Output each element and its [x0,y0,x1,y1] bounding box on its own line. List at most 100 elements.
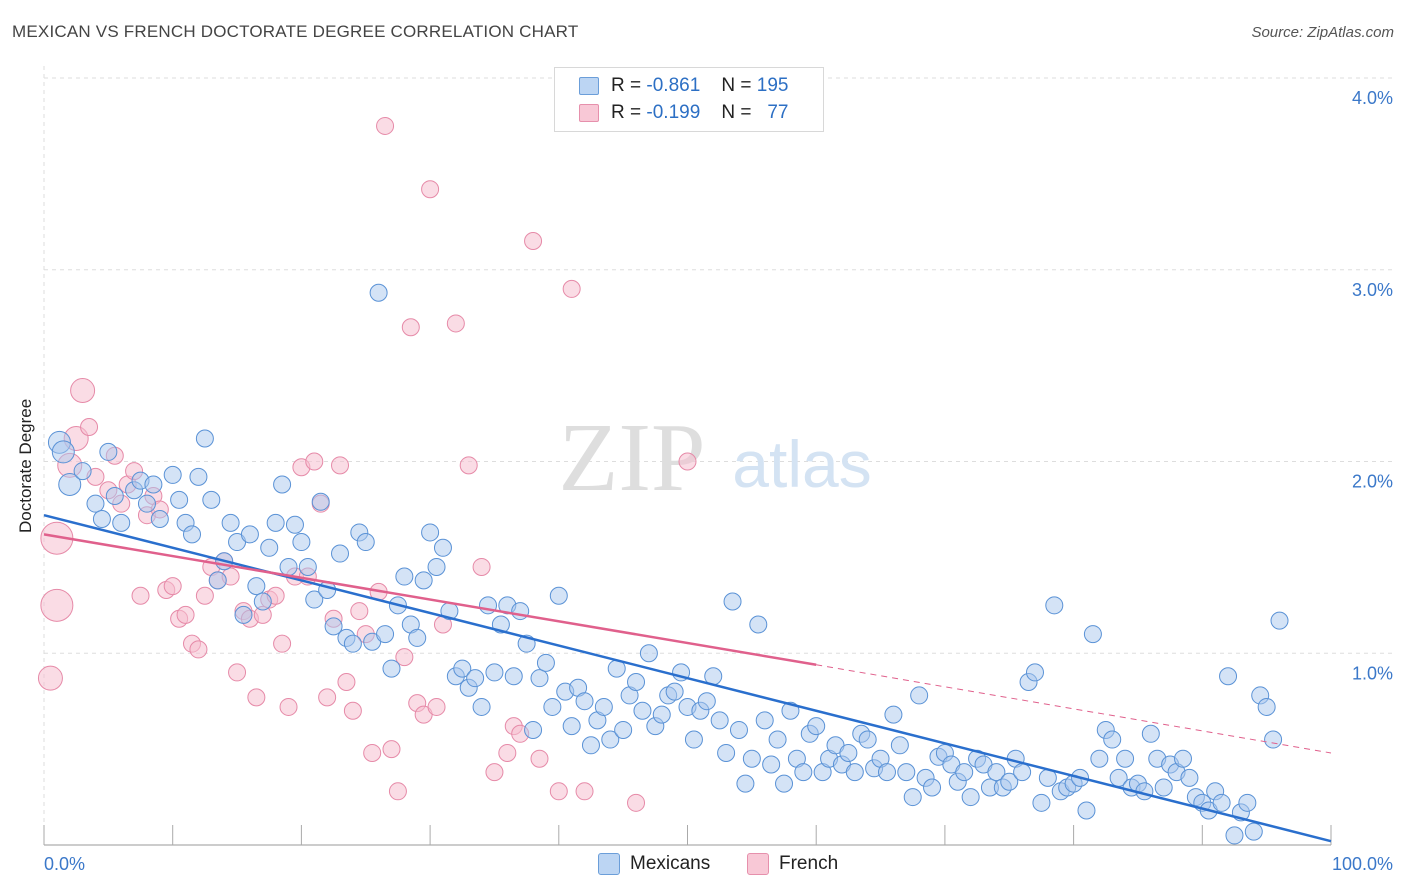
mexicans-point [163,465,182,484]
mexicans-point [1116,749,1135,768]
mexicans-point [877,763,896,782]
french-point [549,782,568,801]
french-point [498,743,517,762]
mexicans-point [433,538,452,557]
french-point [427,697,446,716]
french-point [459,456,478,475]
mexicans-point [543,697,562,716]
mexicans-point [58,473,82,497]
mexicans-point [453,659,472,678]
french-point [363,743,382,762]
french-point [627,793,646,812]
legend-n-value: 195 [756,75,789,96]
mexicans-point [1257,697,1276,716]
mexicans-point [137,494,156,513]
french-point [131,586,150,605]
french-point [273,634,292,653]
mexicans-point [170,490,189,509]
y-tick-label: 2.0% [1352,472,1393,492]
french-point [337,673,356,692]
mexicans-point [1103,730,1122,749]
mexicans-point [1025,663,1044,682]
mexicans-point [845,763,864,782]
bottom-legend-label-french: French [779,853,839,874]
axes [43,825,1332,846]
mexicans-point [221,513,240,532]
mexicans-point [581,736,600,755]
mexicans-point [742,749,761,768]
french-point [195,586,214,605]
mexicans-point [485,663,504,682]
mexicans-point [1077,801,1096,820]
french-point [189,640,208,659]
mexicans-point [331,544,350,563]
mexicans-point [504,667,523,686]
french-point [562,279,581,298]
legend-text-mexicans: R = -0.861 N = 195 [611,75,788,97]
french-point [37,665,63,691]
mexicans-point [633,701,652,720]
mexicans-point [697,692,716,711]
stats-legend: R = -0.861 N = 195 R = -0.199 N = 77 [554,67,824,132]
mexicans-point [684,730,703,749]
mexicans-point [343,634,362,653]
french-point [331,456,350,475]
mexicans-point [1180,768,1199,787]
french-point [388,782,407,801]
french-point [446,314,465,333]
mexicans-point [562,717,581,736]
mexicans-point [144,475,163,494]
french-point [401,318,420,337]
french-points [37,116,697,812]
french-point [247,688,266,707]
mexicans-point [775,774,794,793]
mexicans-point [923,778,942,797]
french-trend-line [43,533,817,666]
mexicans-point [247,577,266,596]
mexicans-point [112,513,131,532]
bottom-legend-swatch-mexicans [598,853,620,875]
legend-swatch-french [579,104,599,122]
x-tick-label: 100.0% [1332,854,1393,874]
mexicans-point [717,743,736,762]
legend-n-label: N = [721,102,752,123]
mexicans-point [594,697,613,716]
french-point [163,577,182,596]
mexicans-point [665,682,684,701]
legend-n-label: N = [721,75,752,96]
mexicans-point [575,692,594,711]
french-point [678,452,697,471]
mexicans-point [1090,749,1109,768]
french-point [575,782,594,801]
mexicans-point [1141,724,1160,743]
mexicans-point [1032,793,1051,812]
french-point [376,116,395,135]
mexicans-point [414,571,433,590]
mexicans-point [376,625,395,644]
french-point [228,663,247,682]
mexicans-point [92,510,111,529]
mexicans-point [260,538,279,557]
watermark-atlas: atlas [732,427,871,501]
mexicans-point [273,475,292,494]
mexicans-point [955,763,974,782]
french-point [80,417,99,436]
mexicans-point [601,730,620,749]
mexicans-point [311,492,330,511]
mexicans-point [839,743,858,762]
mexicans-point [105,487,124,506]
mexicans-point [1219,667,1238,686]
french-point [350,602,369,621]
legend-text-french: R = -0.199 N = 77 [611,102,788,124]
mexicans-point [762,755,781,774]
mexicans-point [749,615,768,634]
mexicans-point [807,717,826,736]
french-point [421,180,440,199]
mexicans-point [549,586,568,605]
mexicans-point [305,590,324,609]
mexicans-point [736,774,755,793]
mexicans-point [324,617,343,636]
mexicans-point [903,788,922,807]
mexicans-point [51,440,75,464]
